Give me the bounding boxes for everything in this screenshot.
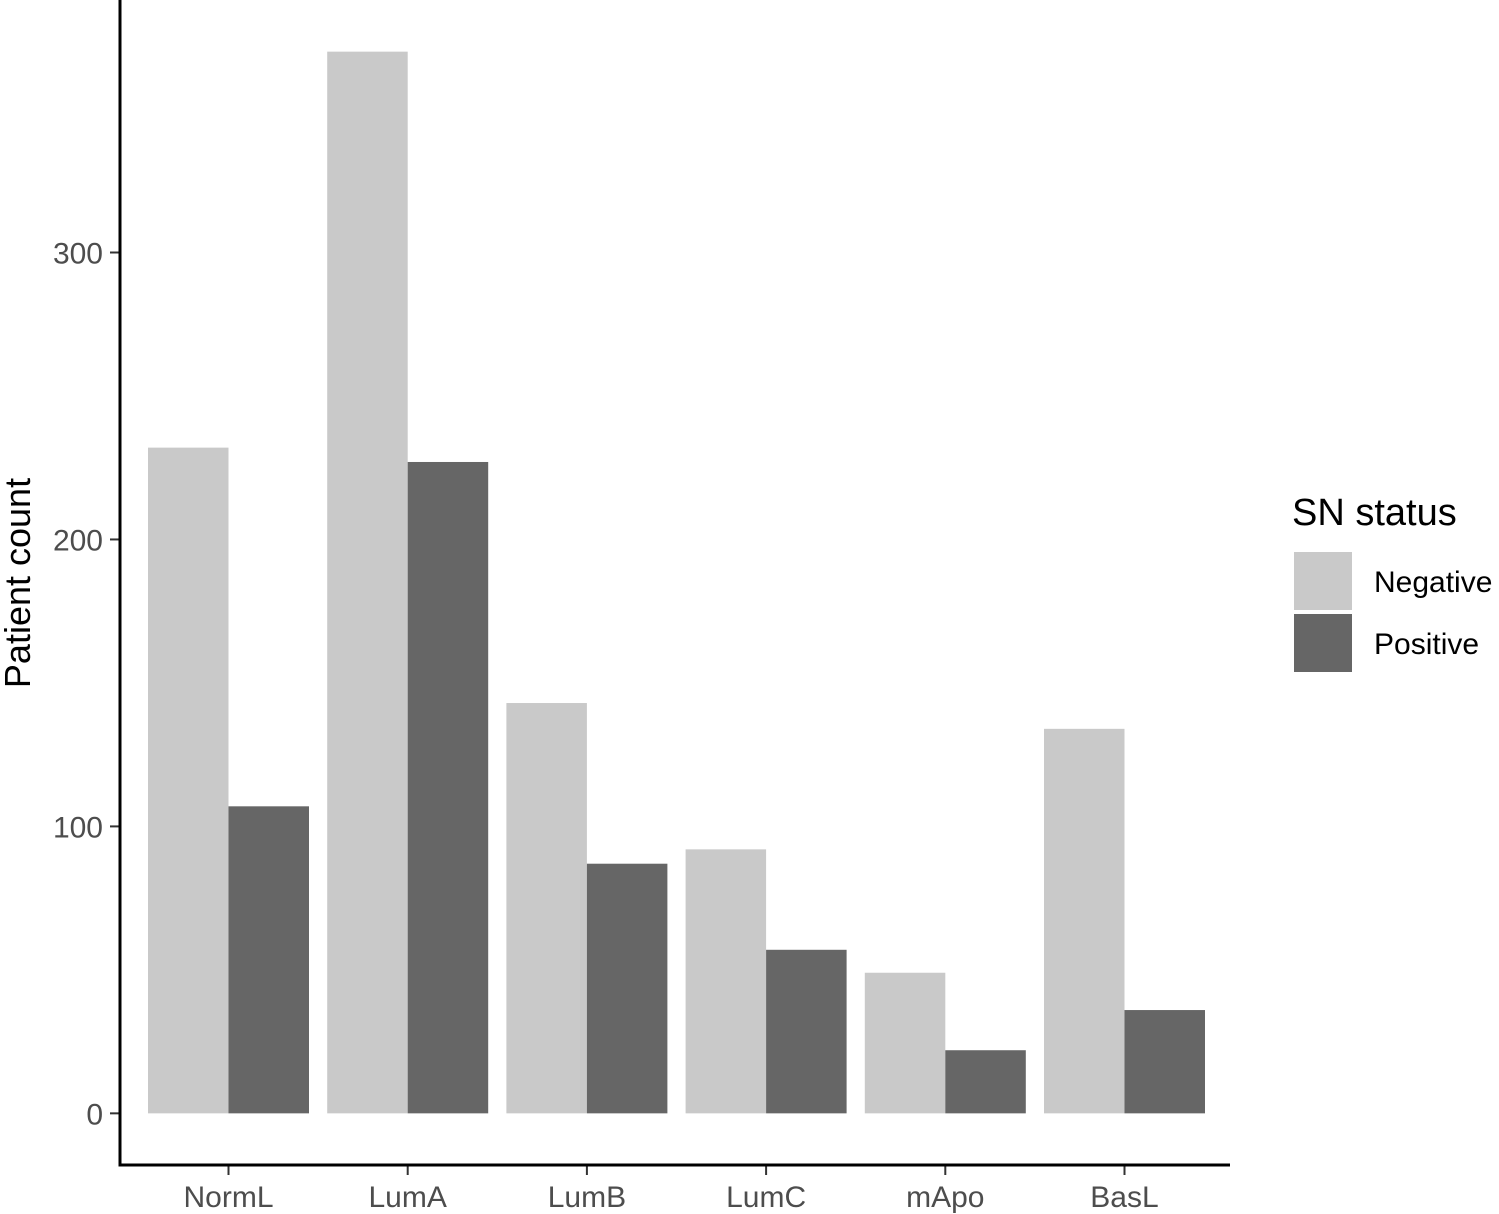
y-tick-label-300: 300 [53, 238, 103, 271]
x-axis-ticks: NormL LumA LumB LumC mApo BasL [183, 1165, 1159, 1214]
bar-lumc-positive [766, 949, 847, 1114]
bars-layer [148, 51, 1205, 1114]
y-axis-title: Patient count [0, 478, 38, 688]
legend-label-negative: Negative [1374, 566, 1492, 599]
y-axis-ticks: 0 100 200 300 [53, 238, 120, 1131]
bar-mapo-positive [945, 1050, 1026, 1114]
bar-lumb-negative [506, 703, 587, 1114]
bar-norml-negative [148, 447, 229, 1114]
y-tick-label-0: 0 [86, 1098, 103, 1131]
x-tick-label-norml: NormL [183, 1181, 273, 1214]
bar-luma-negative [327, 51, 408, 1114]
bar-norml-positive [228, 806, 309, 1114]
x-tick-label-luma: LumA [369, 1181, 447, 1214]
bar-basl-positive [1124, 1010, 1205, 1114]
x-tick-label-lumc: LumC [726, 1181, 806, 1214]
x-tick-label-basl: BasL [1090, 1181, 1158, 1214]
legend-items: Negative Positive [1294, 552, 1492, 672]
legend-key-negative [1294, 552, 1352, 610]
bar-luma-positive [407, 461, 489, 1114]
bar-lumc-negative [685, 849, 767, 1114]
legend-title: SN status [1292, 492, 1457, 534]
legend-key-positive [1294, 614, 1352, 672]
x-tick-label-lumb: LumB [548, 1181, 626, 1214]
bar-lumb-positive [586, 863, 668, 1114]
y-tick-label-100: 100 [53, 811, 103, 844]
bar-basl-negative [1044, 728, 1125, 1114]
y-tick-label-200: 200 [53, 524, 103, 557]
legend: SN status Negative Positive [1292, 492, 1492, 672]
x-tick-label-mapo: mApo [906, 1181, 984, 1214]
bar-mapo-negative [864, 972, 946, 1114]
legend-label-positive: Positive [1374, 628, 1479, 661]
